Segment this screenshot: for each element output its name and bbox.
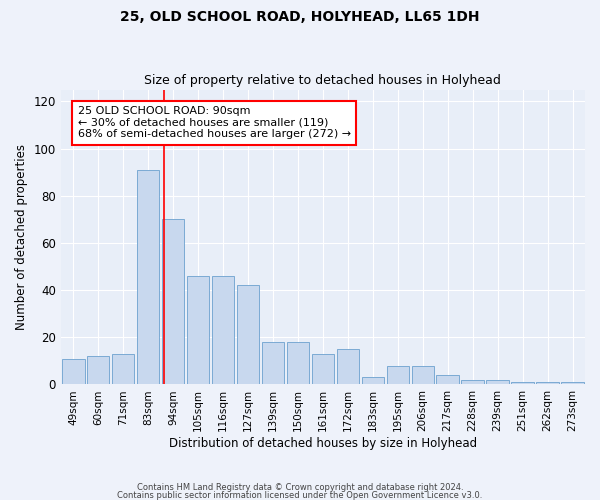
Text: 25, OLD SCHOOL ROAD, HOLYHEAD, LL65 1DH: 25, OLD SCHOOL ROAD, HOLYHEAD, LL65 1DH xyxy=(120,10,480,24)
Bar xyxy=(461,380,484,384)
Y-axis label: Number of detached properties: Number of detached properties xyxy=(15,144,28,330)
Bar xyxy=(287,342,309,384)
Bar xyxy=(62,358,85,384)
Bar xyxy=(337,349,359,384)
Bar xyxy=(487,380,509,384)
Text: Contains HM Land Registry data © Crown copyright and database right 2024.: Contains HM Land Registry data © Crown c… xyxy=(137,484,463,492)
Bar xyxy=(436,375,459,384)
Bar xyxy=(87,356,109,384)
Bar xyxy=(112,354,134,384)
Bar xyxy=(162,220,184,384)
Bar xyxy=(412,366,434,384)
Bar xyxy=(536,382,559,384)
Text: 25 OLD SCHOOL ROAD: 90sqm
← 30% of detached houses are smaller (119)
68% of semi: 25 OLD SCHOOL ROAD: 90sqm ← 30% of detac… xyxy=(78,106,351,140)
Bar xyxy=(362,378,384,384)
Bar xyxy=(237,286,259,384)
Bar xyxy=(511,382,534,384)
Title: Size of property relative to detached houses in Holyhead: Size of property relative to detached ho… xyxy=(145,74,502,87)
Bar xyxy=(187,276,209,384)
X-axis label: Distribution of detached houses by size in Holyhead: Distribution of detached houses by size … xyxy=(169,437,477,450)
Bar xyxy=(386,366,409,384)
Bar xyxy=(262,342,284,384)
Bar xyxy=(212,276,234,384)
Text: Contains public sector information licensed under the Open Government Licence v3: Contains public sector information licen… xyxy=(118,490,482,500)
Bar xyxy=(137,170,160,384)
Bar xyxy=(311,354,334,384)
Bar xyxy=(561,382,584,384)
